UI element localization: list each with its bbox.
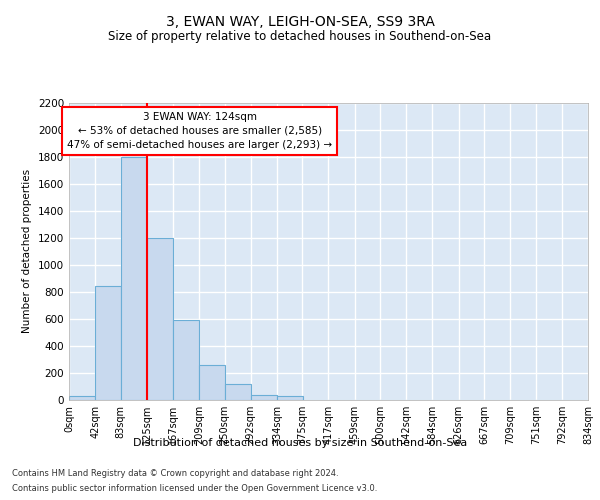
Text: Distribution of detached houses by size in Southend-on-Sea: Distribution of detached houses by size … [133, 438, 467, 448]
Bar [224, 384, 251, 400]
Bar [69, 396, 95, 400]
Bar [173, 320, 199, 400]
Bar [199, 365, 225, 400]
Bar [95, 286, 121, 400]
Text: 3, EWAN WAY, LEIGH-ON-SEA, SS9 3RA: 3, EWAN WAY, LEIGH-ON-SEA, SS9 3RA [166, 15, 434, 29]
Bar [147, 238, 173, 400]
Text: Size of property relative to detached houses in Southend-on-Sea: Size of property relative to detached ho… [109, 30, 491, 43]
Bar [251, 394, 277, 400]
Text: Contains HM Land Registry data © Crown copyright and database right 2024.: Contains HM Land Registry data © Crown c… [12, 469, 338, 478]
Text: Contains public sector information licensed under the Open Government Licence v3: Contains public sector information licen… [12, 484, 377, 493]
Bar [121, 156, 147, 400]
Y-axis label: Number of detached properties: Number of detached properties [22, 169, 32, 334]
Text: 3 EWAN WAY: 124sqm
← 53% of detached houses are smaller (2,585)
47% of semi-deta: 3 EWAN WAY: 124sqm ← 53% of detached hou… [67, 112, 332, 150]
Bar [277, 396, 303, 400]
